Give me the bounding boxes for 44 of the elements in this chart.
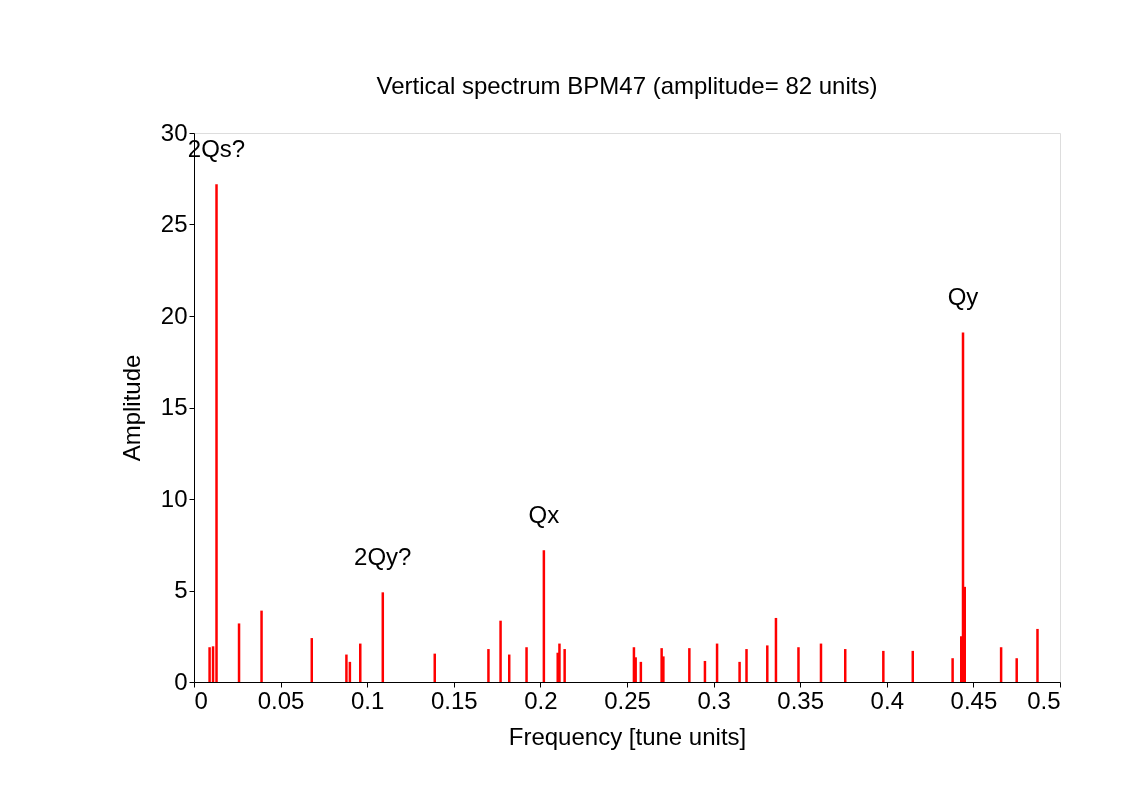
bar [525,647,528,682]
bar [738,661,741,682]
bar [208,647,211,682]
y-tick-label: 15 [160,393,188,420]
x-axis-title: Frequency [tune units] [508,722,747,750]
y-tick-label: 0 [174,667,188,695]
x-tick-label: 0 [194,686,208,714]
y-axis-title: Amplitude [117,354,145,462]
annotation: 2Qy? [354,543,412,571]
bar [745,649,748,682]
bar [359,643,362,682]
bar [563,649,566,682]
x-tick-label: 0.45 [950,686,998,714]
y-tick-label: 20 [160,301,188,329]
y-tick-label: 5 [174,576,188,603]
x-tick-label: 0.4 [870,686,904,714]
x-tick-label: 0.35 [777,686,825,714]
chart-title: Vertical spectrum BPM47 (amplitude= 82 units) [376,72,878,99]
bar [951,658,954,682]
bar [1036,628,1039,682]
bar [345,654,348,682]
bar [797,647,800,682]
x-tick-label: 0.15 [430,686,478,714]
bar [260,610,263,682]
y-tick-label: 25 [160,210,188,237]
x-tick-label: 0.1 [351,686,385,714]
bar [558,643,561,682]
x-tick-label: 0.2 [524,686,558,714]
bar [766,645,769,682]
x-tick-label: 0.5 [1027,686,1061,714]
annotation: Qx [528,501,560,529]
x-tick-label: 0.25 [604,686,651,714]
bar [499,620,502,682]
bar [688,648,691,682]
annotation: Qy [947,283,979,311]
bar [487,649,490,682]
x-tick-label: 0.05 [257,686,305,714]
bar [1015,658,1018,682]
bar [882,650,885,682]
bar [433,653,436,682]
y-tick-label: 10 [160,484,188,512]
bar [215,184,218,682]
x-tick-label: 0.3 [697,686,731,714]
y-tick-label: 30 [160,118,188,146]
